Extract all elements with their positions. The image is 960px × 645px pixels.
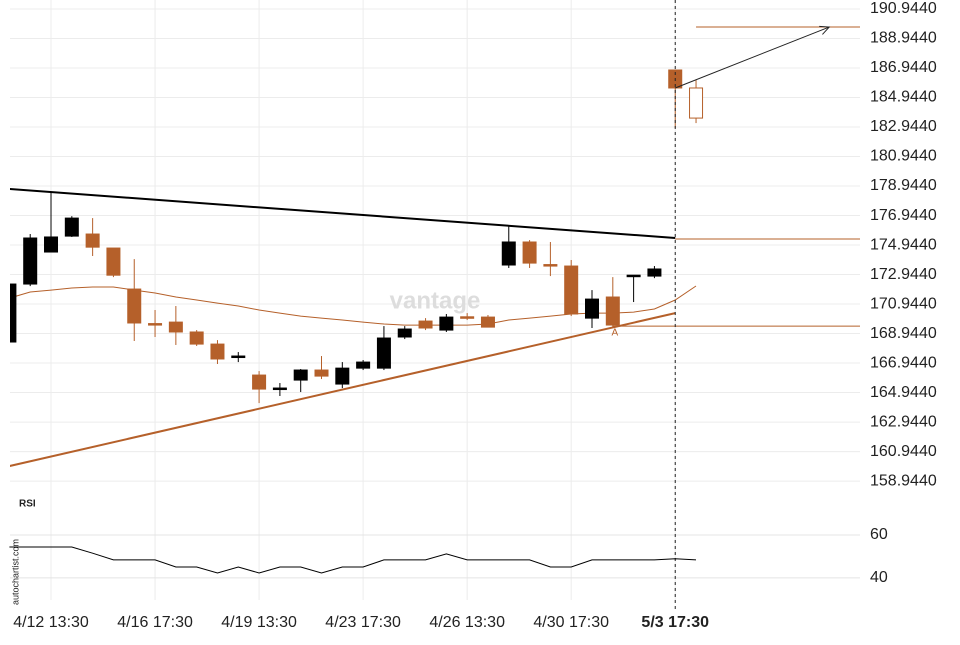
candle-body [480, 316, 495, 328]
candle-body [127, 288, 142, 324]
overlay: 158.9440 160.9440 162.9440 164.9440 166.9440… [9, 0, 937, 631]
y-tick-label: 172.9440 [870, 266, 937, 283]
y-tick-label: 60 [870, 526, 888, 543]
candle-body [272, 387, 287, 391]
candle-body [314, 369, 329, 377]
candle-body [397, 328, 412, 338]
candle-body [189, 331, 204, 345]
candle-body [439, 316, 454, 331]
candle-body [376, 337, 391, 369]
candle-body [335, 367, 350, 385]
x-tick-label: 4/12 13:30 [13, 614, 89, 631]
y-tick-label: 190.9440 [870, 0, 937, 17]
candle-body [64, 217, 79, 237]
y-tick-label: 160.9440 [870, 443, 937, 460]
candle-body [543, 264, 558, 267]
y-tick-label: 176.9440 [870, 207, 937, 224]
x-tick-label: 4/30 17:30 [533, 614, 609, 631]
y-tick-label: 168.9440 [870, 325, 937, 342]
source-label: autochartist.com [10, 539, 20, 605]
candle-body [106, 247, 121, 276]
candle-body [522, 241, 537, 264]
candle-body [356, 361, 371, 369]
candle-body [44, 236, 59, 253]
candle-body [647, 268, 662, 277]
annotation: A [612, 327, 619, 338]
arrow-head [819, 25, 831, 35]
trend-line [10, 188, 676, 239]
y-tick-label: 170.9440 [870, 295, 937, 312]
candle-body [418, 320, 433, 329]
rsi-line [9, 546, 697, 574]
x-tick-label: 4/16 17:30 [117, 614, 193, 631]
candle-body [23, 237, 38, 285]
y-tick-label: 166.9440 [870, 354, 937, 371]
y-tick-label: 188.9440 [870, 30, 937, 47]
candle-body [689, 87, 704, 119]
watermark: vantage [390, 287, 481, 314]
panel-title: RSI [19, 499, 36, 510]
y-tick-label: 184.9440 [870, 89, 937, 106]
candle-body [10, 283, 17, 343]
candle-body [460, 316, 475, 319]
y-tick-label: 158.9440 [870, 472, 937, 489]
candle-body [564, 265, 579, 315]
x-tick-label: 4/26 13:30 [429, 614, 505, 631]
x-tick-label: 4/19 13:30 [221, 614, 297, 631]
candle-body [231, 355, 246, 359]
candle-body [252, 374, 267, 390]
y-tick-label: 164.9440 [870, 384, 937, 401]
candle-body [210, 343, 225, 360]
trend-line [10, 312, 676, 467]
candle-body [168, 321, 183, 333]
candle-body [605, 296, 620, 326]
y-tick-label: 162.9440 [870, 413, 937, 430]
plot-area: vantage [10, 69, 704, 467]
grid [10, 0, 860, 600]
y-tick-label: 40 [870, 569, 888, 586]
y-tick-label: 182.9440 [870, 118, 937, 135]
arrow [675, 26, 830, 89]
y-tick-label: 186.9440 [870, 59, 937, 76]
x-tick-label: 4/23 17:30 [325, 614, 401, 631]
candle-body [148, 323, 163, 326]
candle-body [585, 298, 600, 319]
y-tick-label: 180.9440 [870, 148, 937, 165]
moving-average [10, 285, 697, 326]
x-tick-label: 5/3 17:30 [641, 614, 709, 631]
candle-body [501, 241, 516, 266]
y-tick-label: 174.9440 [870, 236, 937, 253]
candle-body [293, 369, 308, 381]
candle-body [85, 233, 100, 248]
y-tick-label: 178.9440 [870, 177, 937, 194]
candle-body [626, 274, 641, 278]
